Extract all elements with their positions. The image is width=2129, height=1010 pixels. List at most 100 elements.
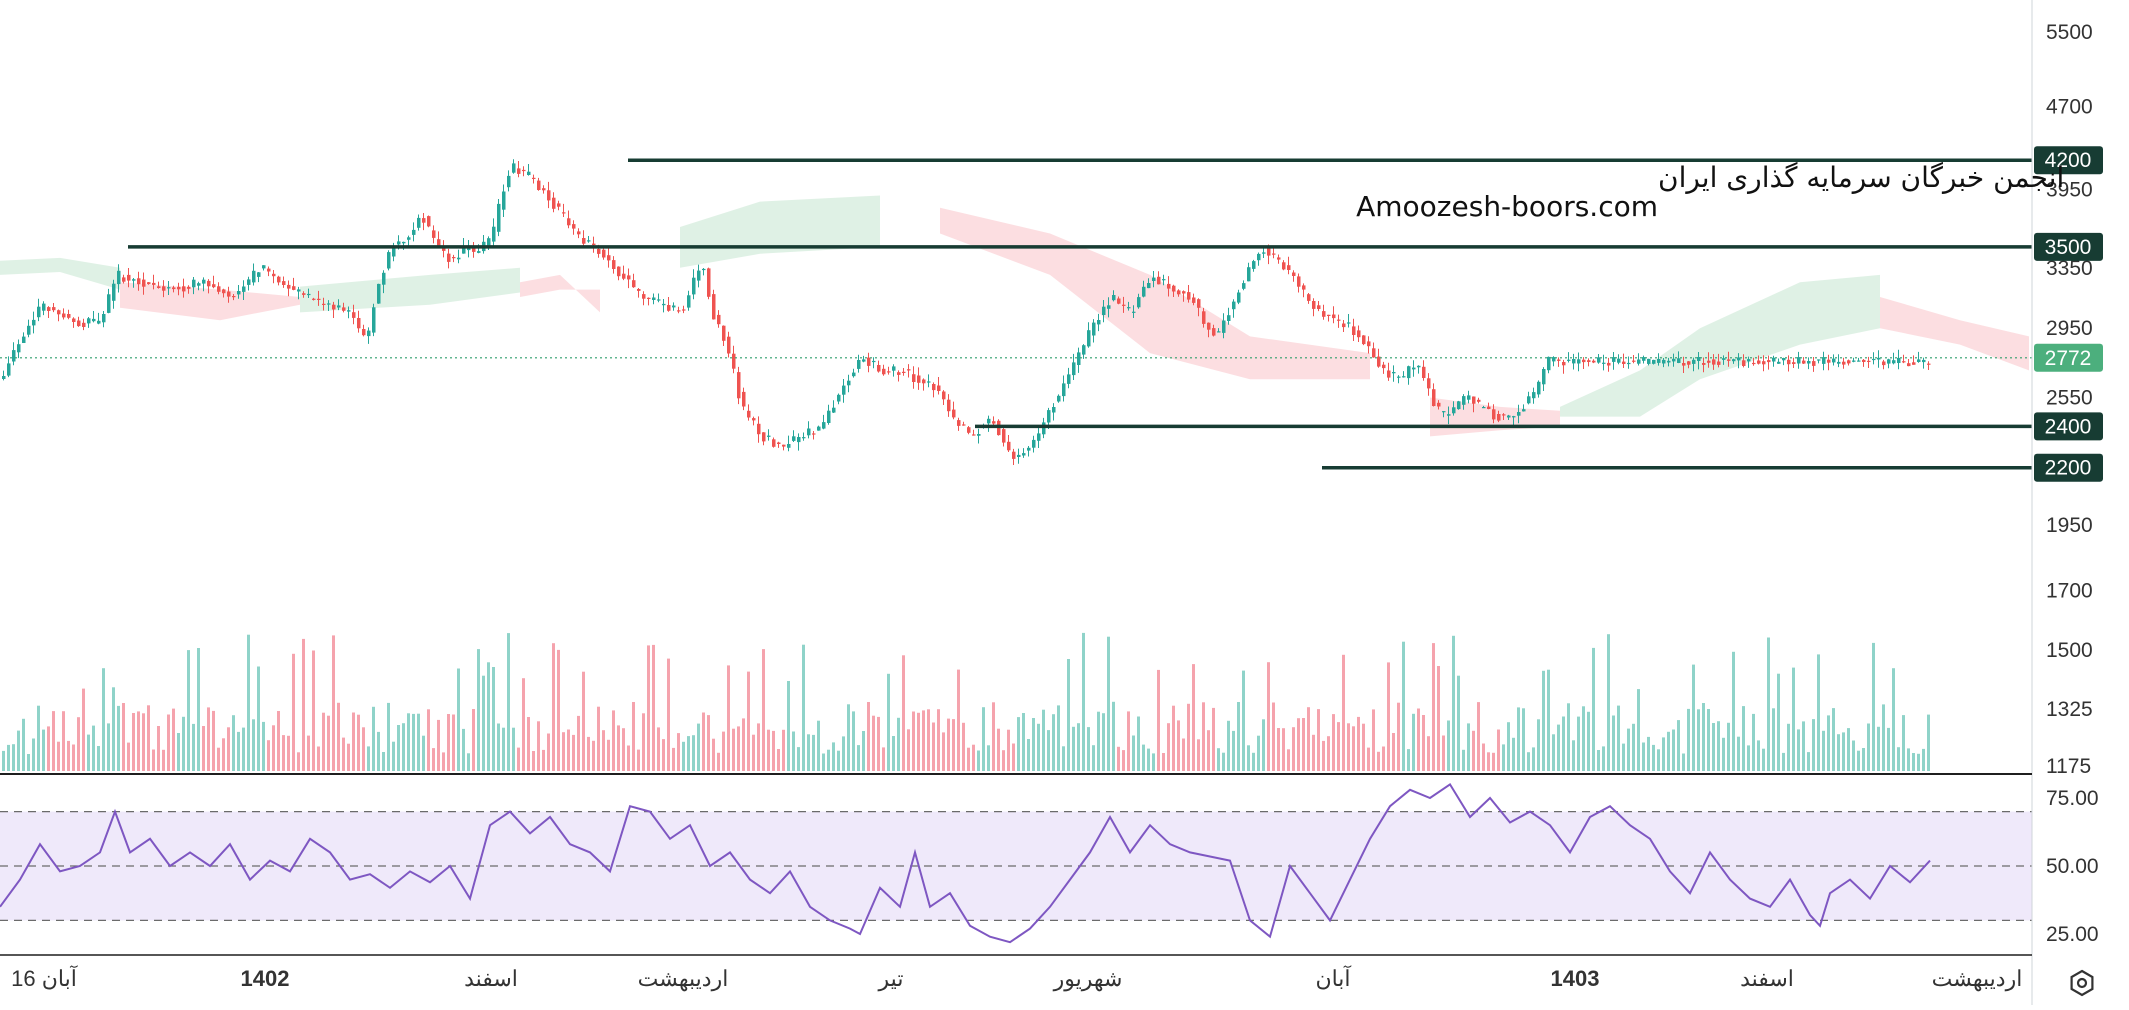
volume-bar-373 [1867,723,1870,771]
candle-210 [1052,403,1056,421]
candle-296 [1482,405,1486,409]
candle-246 [1232,299,1236,318]
candle-body [1897,357,1901,363]
candle-230 [1152,271,1156,288]
candle-363 [1817,359,1821,364]
candle-337 [1687,361,1691,369]
volume-bar-96 [482,675,485,771]
volume-bar-2 [12,744,15,771]
candle-body [837,394,841,402]
volume-bar-65 [327,715,330,771]
candle-body [1242,283,1246,289]
volume-bar-247 [1237,702,1240,771]
volume-bar-310 [1552,734,1555,771]
candle-body [1037,433,1041,441]
candle-body [1617,358,1621,363]
candle-375 [1877,350,1881,368]
candle-body [1382,364,1386,369]
candle-body [1147,283,1151,289]
candle-body [842,385,846,395]
candle-body [1602,362,1606,364]
volume-bar-350 [1752,713,1755,771]
candle-341 [1707,352,1711,368]
candle-364 [1822,351,1826,371]
volume-bar-105 [527,717,530,771]
volume-bar-222 [1112,701,1115,771]
candle-144 [722,325,726,346]
volume-bar-76 [382,752,385,771]
candle-157 [787,435,791,452]
candle-body [537,180,541,190]
volume-bar-284 [1422,715,1425,771]
volume-bar-69 [347,743,350,771]
volume-bar-262 [1312,734,1315,771]
volume-bar-154 [772,730,775,771]
candle-body [117,270,121,285]
volume-bar-0 [2,750,5,771]
candle-body [227,291,231,297]
candle-body [907,369,911,371]
volume-bar-237 [1187,703,1190,771]
cloud-segment-0 [0,257,120,290]
volume-bar-306 [1532,747,1535,771]
volume-bar-217 [1087,727,1090,771]
volume-bar-19 [97,746,100,771]
settings-button[interactable] [2062,963,2102,1003]
volume-bar-44 [222,738,225,771]
candle-214 [1072,353,1076,380]
candle-195 [977,428,981,444]
price-tick-label: 4700 [2046,96,2093,119]
volume-bar-360 [1802,721,1805,771]
price-tick-label: 3350 [2046,257,2093,280]
volume-bar-240 [1202,702,1205,771]
candle-129 [647,297,651,306]
volume-bar-276 [1382,746,1385,771]
candle-body [412,229,416,235]
candle-193 [967,426,971,435]
volume-bar-366 [1832,708,1835,771]
volume-bar-5 [27,754,30,771]
volume-bar-234 [1172,705,1175,771]
candle-body [267,268,271,272]
candle-36 [182,278,186,298]
candle-body [387,252,391,269]
volume-bar-225 [1127,711,1130,771]
candle-body [137,278,141,285]
volume-bar-152 [762,649,765,771]
candle-286 [1432,383,1436,407]
volume-bar-246 [1232,730,1235,771]
volume-bar-7 [37,705,40,771]
volume-bar-231 [1157,669,1160,771]
volume-bar-120 [602,730,605,771]
level-price-badge-4200: 4200 [2034,146,2103,175]
candle-body [1182,291,1186,294]
candle-23 [117,264,121,293]
candle-168 [842,379,846,403]
candle-189 [947,394,951,417]
candle-body [977,434,981,436]
volume-bar-131 [657,727,660,771]
candle-body [7,363,11,376]
candle-body [277,276,281,283]
candle-197 [987,415,991,432]
candle-227 [1137,293,1141,309]
candle-body [367,330,371,337]
candle-body [1177,290,1181,295]
candle-body [337,305,341,308]
gear-icon [2070,969,2094,997]
candle-body [397,241,401,245]
candle-37 [187,285,191,294]
candle-94 [472,242,476,258]
candle-body [202,279,206,284]
candle-body [182,286,186,292]
candle-body [657,299,661,301]
candle-58 [292,277,296,291]
candle-73 [367,327,371,344]
candle-333 [1667,357,1671,367]
candle-190 [952,401,956,420]
candle-body [902,371,906,373]
candle-body [1812,361,1816,366]
candle-166 [832,400,836,413]
volume-bar-80 [402,723,405,771]
